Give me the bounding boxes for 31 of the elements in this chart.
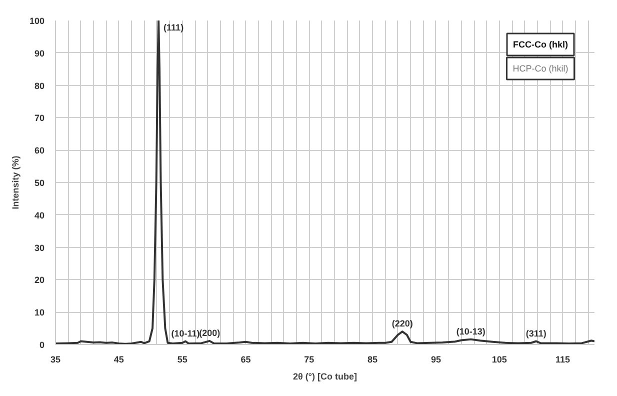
x-tick-label: 95	[430, 354, 441, 364]
annotation: FCC-Co (hkl)	[513, 40, 568, 50]
annotation: (10-13)	[456, 326, 486, 336]
x-tick-label: 55	[177, 354, 188, 364]
y-tick-label: 20	[34, 275, 45, 286]
line-series	[56, 20, 594, 344]
x-tick-label: 85	[368, 354, 378, 364]
annotation: (220)	[392, 318, 413, 329]
y-tick-label: 10	[34, 308, 45, 318]
y-tick-label: 60	[34, 146, 45, 156]
x-axis-title: 2θ (°) [Co tube]	[293, 372, 357, 382]
annotation: (10-11)	[171, 328, 200, 338]
x-tick-label: 45	[114, 354, 124, 364]
y-tick-label: 50	[34, 178, 45, 188]
annotation: HCP-Co (hkil)	[512, 64, 568, 74]
x-tick-label: 65	[240, 354, 251, 364]
y-axis-title: Intensity (%)	[10, 156, 20, 210]
annotation: (111)	[164, 22, 184, 32]
x-tick-label: 105	[492, 354, 507, 364]
y-tick-label: 40	[34, 210, 45, 220]
annotation: (311)	[526, 328, 546, 338]
y-tick-label: 90	[34, 48, 45, 58]
x-tick-label: 115	[556, 354, 570, 364]
y-tick-label: 100	[29, 16, 45, 26]
x-tick-label: 35	[50, 354, 61, 364]
x-tick-label: 75	[304, 354, 314, 364]
y-tick-label: 30	[34, 242, 45, 253]
y-tick-label: 80	[34, 80, 45, 91]
y-tick-label: 70	[34, 113, 45, 124]
annotation: (200)	[199, 328, 220, 338]
y-tick-label: 0	[39, 340, 45, 350]
